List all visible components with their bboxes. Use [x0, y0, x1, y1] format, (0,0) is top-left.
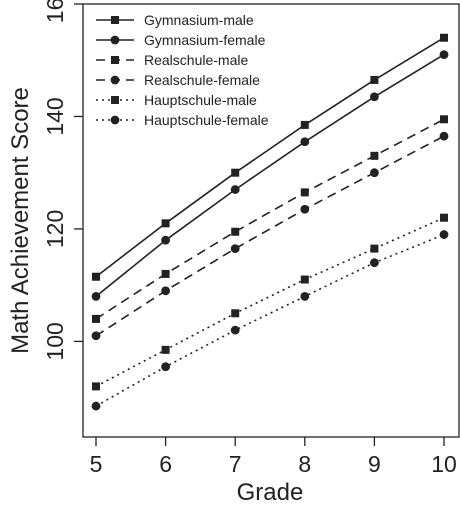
legend-label: Gymnasium-female [144, 32, 266, 48]
chart-legend: Gymnasium-male Gymnasium-female Realschule… [96, 12, 269, 128]
x-tick-label: 5 [90, 451, 103, 477]
data-point [231, 185, 240, 194]
data-point [370, 152, 378, 160]
series-realschule-female [92, 132, 449, 340]
data-point [301, 276, 309, 284]
series-layer [92, 34, 449, 411]
data-point [440, 34, 448, 42]
data-point [370, 92, 379, 101]
legend-marker [111, 16, 119, 24]
y-tick-label: 100 [42, 322, 68, 360]
y-tick-label: 120 [42, 210, 68, 248]
x-tick-label: 10 [431, 451, 457, 477]
legend-marker [111, 116, 120, 125]
data-point [440, 230, 449, 239]
x-tick-label: 8 [298, 451, 311, 477]
data-point [161, 362, 170, 371]
data-point [300, 205, 309, 214]
plot-frame [83, 4, 459, 437]
data-point [92, 382, 100, 390]
data-point [300, 137, 309, 146]
data-point [301, 121, 309, 129]
series-realschule-male [92, 115, 448, 323]
data-point [231, 228, 239, 236]
x-tick-label: 7 [229, 451, 242, 477]
data-point [440, 132, 449, 141]
series-gymnasium-male [92, 34, 448, 281]
data-point [300, 292, 309, 301]
series-hauptschule-male [92, 214, 448, 391]
legend-label: Hauptschule-female [144, 112, 269, 128]
legend-marker [111, 36, 120, 45]
data-point [440, 214, 448, 222]
x-tick-label: 6 [159, 451, 172, 477]
data-point [92, 331, 101, 340]
data-point [161, 286, 170, 295]
data-point [301, 188, 309, 196]
legend-marker [111, 56, 119, 64]
y-tick-label: 140 [42, 97, 68, 135]
data-point [231, 244, 240, 253]
data-point [370, 76, 378, 84]
data-point [162, 219, 170, 227]
data-point [370, 258, 379, 267]
x-axis-title: Grade [237, 479, 304, 506]
data-point [440, 115, 448, 123]
data-point [231, 169, 239, 177]
legend-marker [111, 96, 119, 104]
data-point [440, 50, 449, 59]
data-point [92, 292, 101, 301]
data-point [161, 236, 170, 245]
y-axis-title: Math Achievement Score [7, 87, 34, 354]
data-point [231, 326, 240, 335]
data-point [162, 270, 170, 278]
data-point [162, 346, 170, 354]
y-tick-label: 160 [42, 0, 68, 23]
data-point [92, 402, 101, 411]
data-point [92, 273, 100, 281]
x-tick-label: 9 [368, 451, 381, 477]
legend-label: Realschule-female [144, 72, 260, 88]
legend-label: Realschule-male [144, 52, 248, 68]
legend-marker [111, 76, 120, 85]
series-line [96, 55, 444, 297]
data-point [92, 315, 100, 323]
data-point [370, 168, 379, 177]
legend-label: Hauptschule-male [144, 92, 257, 108]
data-point [231, 309, 239, 317]
series-line [96, 235, 444, 407]
data-point [370, 245, 378, 253]
legend-label: Gymnasium-male [144, 12, 254, 28]
